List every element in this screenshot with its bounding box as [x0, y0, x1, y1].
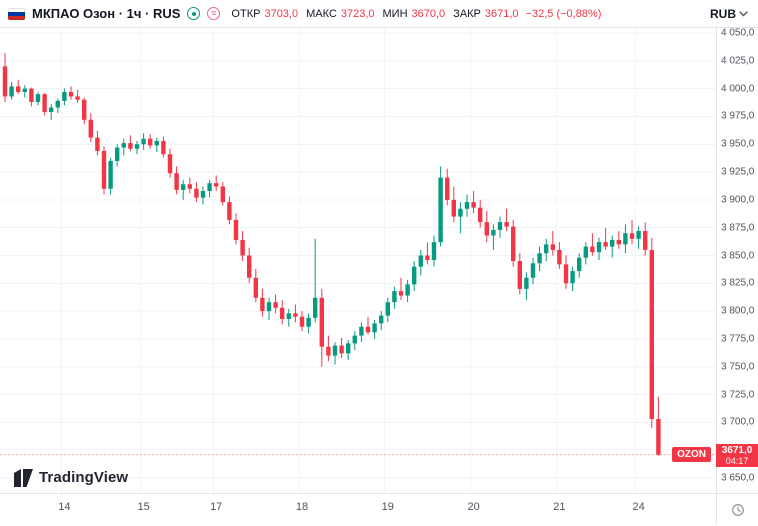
x-axis-label: 17: [210, 501, 223, 513]
low-label: МИН: [382, 7, 408, 20]
y-axis-label: 3 950,0: [721, 138, 755, 150]
price-axis[interactable]: 4 050,0 4 025,0 4 000,0 3 975,0 3 950,0 3 925…: [716, 28, 758, 493]
symbol-price-tag: OZON: [672, 446, 711, 462]
y-axis-label: 3 975,0: [721, 110, 755, 122]
close-value: 3671,0: [484, 7, 519, 20]
tradingview-logo[interactable]: TradingView: [12, 468, 128, 487]
y-axis-label: 3 800,0: [721, 305, 755, 317]
high-value: 3723,0: [340, 7, 375, 20]
symbol-title[interactable]: МКПАО Озон · 1ч · RUS: [32, 6, 181, 21]
last-price-label: 3671,0 04:17: [716, 443, 758, 467]
low-value: 3670,0: [411, 7, 446, 20]
y-axis-label: 3 850,0: [721, 250, 755, 261]
tradingview-wordmark: TradingView: [39, 469, 129, 486]
axis-corner[interactable]: [716, 493, 758, 525]
y-axis-label: 3 900,0: [721, 194, 755, 206]
bar-countdown: 04:17: [725, 455, 749, 466]
ohlc-row: ОТКР 3703,0 МАКС 3723,0 МИН 3670,0 ЗАКР …: [227, 8, 518, 20]
chevron-down-icon: [739, 10, 748, 16]
close-label: ЗАКР: [453, 7, 481, 20]
y-axis-label: 3 825,0: [721, 277, 755, 289]
x-axis-label: 24: [632, 501, 645, 513]
y-axis-label: 3 725,0: [721, 389, 755, 401]
clock-icon: [731, 503, 744, 516]
y-axis-label: 3 750,0: [721, 361, 755, 373]
y-axis-label: 4 050,0: [721, 27, 755, 39]
russia-flag-icon: [8, 7, 25, 20]
market-status-icon[interactable]: [187, 7, 201, 20]
x-axis-label: 19: [381, 501, 394, 513]
y-axis-label: 3 925,0: [721, 166, 755, 178]
y-axis-label: 3 700,0: [721, 416, 755, 428]
candlestick-canvas[interactable]: [0, 28, 716, 493]
y-axis-label: 4 025,0: [721, 55, 755, 67]
tradingview-mark-icon: [14, 469, 33, 487]
time-axis[interactable]: 14 15 17 18 19 20 21 24: [0, 493, 716, 526]
open-label: ОТКР: [231, 7, 261, 20]
price-chart[interactable]: [0, 28, 716, 493]
last-price-value: 3671,0: [721, 444, 753, 456]
y-axis-label: 3 875,0: [721, 222, 755, 234]
high-label: МАКС: [306, 7, 337, 20]
price-change: −32,5 (−0,88%): [525, 7, 602, 20]
y-axis-label: 4 000,0: [721, 83, 755, 95]
currency-label: RUB: [710, 6, 736, 21]
open-value: 3703,0: [264, 7, 299, 20]
x-axis-label: 14: [58, 501, 71, 513]
approx-price-icon[interactable]: ≈: [207, 7, 221, 20]
x-axis-label: 15: [137, 501, 150, 513]
y-axis-label: 3 650,0: [721, 472, 755, 484]
x-axis-label: 18: [295, 501, 309, 513]
x-axis-label: 20: [467, 501, 480, 513]
x-axis-label: 21: [553, 501, 566, 513]
y-axis-label: 3 775,0: [721, 333, 755, 345]
currency-button[interactable]: RUB: [708, 5, 750, 23]
chart-header: МКПАО Озон · 1ч · RUS ≈ ОТКР 3703,0 МАКС…: [0, 0, 758, 28]
status-dot-icon: [191, 11, 196, 16]
